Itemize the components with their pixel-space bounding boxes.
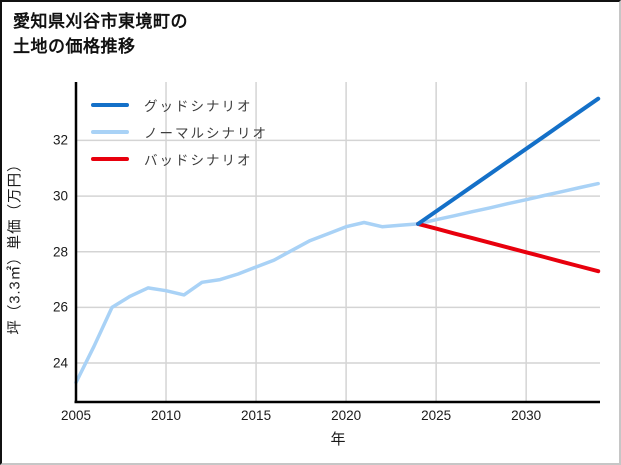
bad-scenario-label: バッドシナリオ (144, 152, 253, 168)
chart-title-line1: 愛知県刈谷市東境町の (13, 12, 188, 31)
y-tick-30: 30 (52, 188, 68, 204)
x-tick-2005: 2005 (60, 408, 92, 423)
chart-title: 愛知県刈谷市東境町の 土地の価格推移 (13, 9, 188, 59)
normal-scenario-line (74, 181, 600, 385)
x-tick-2010: 2010 (151, 408, 182, 423)
good-scenario-swatch (91, 102, 129, 107)
legend: グッドシナリオ ノーマルシナリオ バッドシナリオ (91, 95, 268, 168)
y-tick-24: 24 (52, 355, 68, 371)
x-axis-label: 年 (330, 431, 346, 448)
axes-spines (74, 82, 600, 404)
good-scenario-label: グッドシナリオ (144, 98, 253, 114)
gridlines (76, 82, 600, 402)
legend-item-bad-scenario: バッドシナリオ (91, 149, 268, 168)
y-tick-26: 26 (52, 299, 68, 315)
legend-item-normal-scenario: ノーマルシナリオ (91, 122, 268, 141)
normal-scenario-swatch (91, 129, 129, 134)
good-scenario-line (416, 96, 601, 226)
normal-scenario-label: ノーマルシナリオ (144, 125, 268, 141)
bad-scenario-swatch (91, 156, 129, 161)
y-tick-28: 28 (52, 244, 68, 260)
chart-title-line2: 土地の価格推移 (13, 37, 136, 56)
x-tick-2020: 2020 (331, 408, 362, 423)
bad-scenario-line (416, 221, 601, 274)
y-axis-label: 坪（3.3㎡）単価（万円） (7, 156, 24, 335)
y-tick-32: 32 (52, 132, 68, 148)
x-tick-2015: 2015 (241, 408, 272, 423)
x-tick-2030: 2030 (511, 408, 542, 423)
series-lines (74, 96, 601, 385)
x-tick-2025: 2025 (421, 408, 452, 423)
legend-item-good-scenario: グッドシナリオ (91, 95, 268, 114)
